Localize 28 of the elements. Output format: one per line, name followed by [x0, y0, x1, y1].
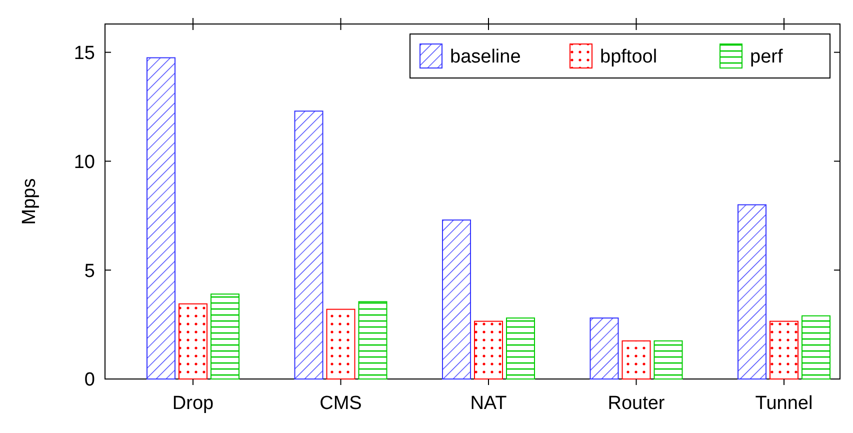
- legend-label: perf: [750, 46, 784, 68]
- y-axis-title: Mpps: [19, 178, 40, 225]
- bar: [474, 320, 503, 380]
- bar: [294, 110, 324, 380]
- y-tick-label: 10: [74, 152, 95, 173]
- y-tick-label: 5: [84, 260, 95, 282]
- y-tick-label: 15: [74, 42, 95, 64]
- bar: [442, 220, 471, 380]
- bar: [210, 294, 240, 380]
- x-tick-label: NAT: [470, 393, 508, 414]
- bar: [770, 320, 798, 380]
- bar: [358, 301, 388, 380]
- bar: [506, 318, 535, 380]
- legend-label: bpftool: [600, 46, 658, 68]
- bar: [590, 318, 619, 380]
- bar: [178, 303, 208, 380]
- x-tick-label: CMS: [320, 393, 362, 414]
- bar: [622, 340, 651, 380]
- x-tick-label: Router: [608, 393, 666, 414]
- x-tick-label: Drop: [172, 393, 214, 414]
- bar: [326, 308, 356, 380]
- bar: [738, 204, 766, 380]
- bar: [802, 315, 830, 380]
- bar: [654, 340, 683, 380]
- y-tick-label: 0: [84, 370, 95, 391]
- legend-label: baseline: [450, 46, 521, 68]
- bar: [146, 57, 176, 380]
- x-tick-label: Tunnel: [755, 393, 813, 414]
